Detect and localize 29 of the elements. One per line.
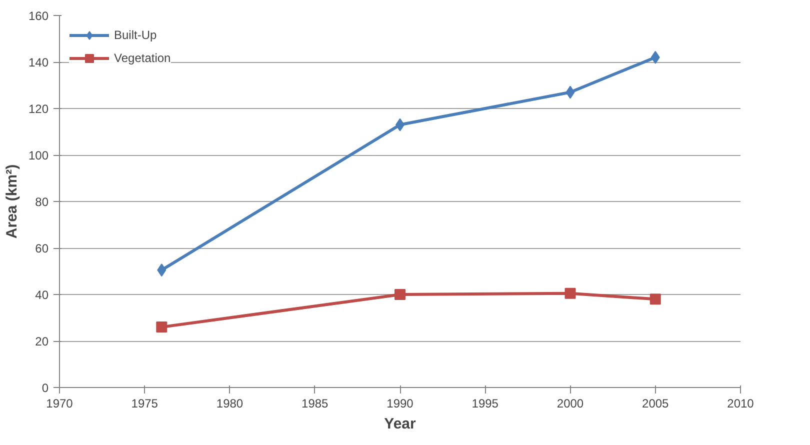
x-tick-label: 1980 (216, 396, 244, 410)
point (157, 264, 166, 277)
y-tick-label: 40 (35, 288, 49, 302)
y-tick-label: 120 (28, 102, 49, 116)
y-tick-label: 0 (42, 381, 49, 395)
x-tick-label: 2010 (727, 396, 754, 410)
x-tick-label: 1970 (46, 396, 74, 410)
point (394, 289, 406, 300)
x-tick-label: 1995 (472, 396, 499, 410)
x-tick-label: 1990 (386, 396, 414, 410)
point (650, 50, 660, 64)
point (650, 294, 661, 305)
y-tick-label: 20 (35, 334, 49, 348)
legend-label: Built-Up (114, 28, 157, 42)
y-tick-label: 80 (35, 195, 49, 209)
y-tick-label: 60 (35, 242, 49, 256)
x-tick-label: 2005 (642, 396, 670, 410)
legend-label: Vegetation (114, 51, 171, 65)
x-tick-label: 1985 (302, 396, 329, 410)
x-tick-label: 2000 (556, 396, 584, 410)
y-tick-label: 100 (28, 148, 49, 162)
x-tick-label: 1975 (131, 396, 158, 410)
y-tick-label: 160 (28, 9, 49, 23)
point (564, 288, 576, 299)
x-axis-title: Year (384, 416, 416, 432)
y-axis-title: Area (km²) (3, 164, 20, 239)
point (566, 86, 575, 99)
point (156, 322, 168, 333)
y-tick-label: 140 (28, 56, 49, 70)
